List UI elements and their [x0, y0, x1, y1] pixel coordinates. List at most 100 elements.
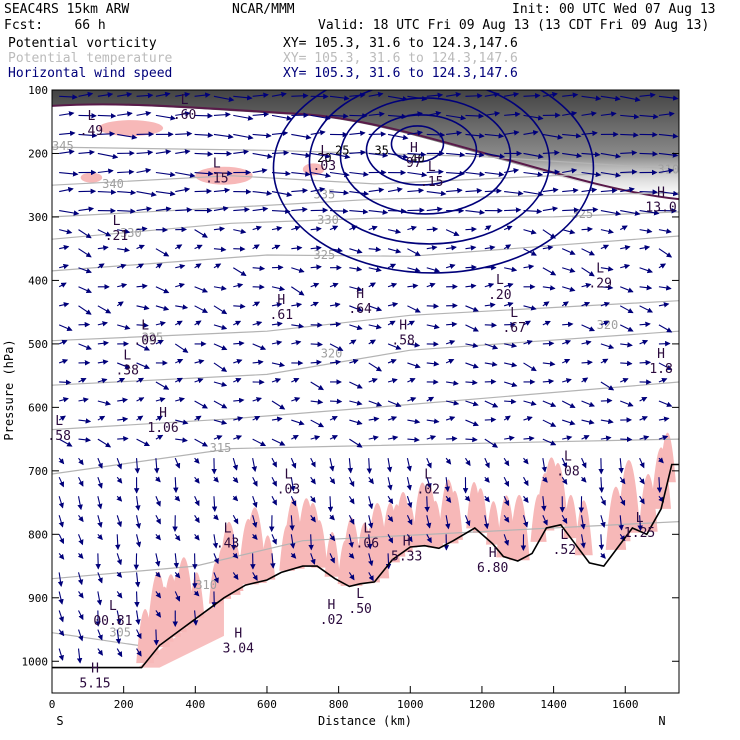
extremum-kind: L: [285, 468, 293, 483]
wind-vector: [503, 476, 510, 487]
wind-vector: [484, 343, 499, 350]
wind-vector: [78, 457, 84, 466]
theta-isentrope: [52, 146, 679, 170]
theta-isentrope: [52, 211, 679, 240]
forecast-hour: Fcst: 66 h: [4, 18, 106, 33]
wind-vector: [117, 111, 133, 117]
y-tick-label: 500: [28, 338, 48, 351]
wind-vector: [407, 130, 424, 136]
wind-vector: [620, 360, 633, 367]
wind-vector: [387, 343, 402, 350]
wind-vector: [155, 286, 170, 294]
wind-vector: [368, 378, 378, 384]
wind-vector: [291, 286, 305, 296]
wind-vector: [327, 496, 334, 513]
wind-vector: [368, 305, 383, 312]
wind-vector: [271, 416, 283, 422]
wind-vector: [465, 264, 477, 271]
wind-vector: [155, 321, 166, 327]
pv-spike: [638, 473, 658, 532]
wind-vector: [387, 228, 402, 235]
wind-vector: [117, 416, 129, 423]
wind-vector: [194, 263, 202, 269]
wind-vector: [175, 131, 193, 137]
wind-vector: [117, 133, 138, 140]
wind-vector: [387, 416, 398, 422]
wind-vector: [271, 285, 286, 292]
wind-vector: [213, 400, 228, 409]
wind-vector: [542, 340, 555, 347]
wind-vector: [233, 303, 246, 310]
wind-vector: [97, 340, 109, 346]
wind-vector: [233, 149, 250, 155]
theta-contour-label: 310: [658, 162, 680, 176]
wind-vector: [213, 435, 223, 441]
wind-vector: [349, 339, 357, 345]
wind-vector: [329, 476, 336, 485]
wind-vector: [194, 286, 209, 293]
wind-vector: [97, 152, 119, 160]
extremum-kind: H: [356, 287, 364, 302]
wind-vector: [523, 495, 529, 503]
wind-vector: [388, 208, 407, 214]
wind-vector: [310, 152, 331, 159]
wind-vector: [136, 304, 150, 311]
wind-vector: [639, 228, 653, 234]
wind-vector: [117, 208, 136, 214]
wind-vector: [561, 301, 569, 307]
wind-vector: [155, 91, 171, 98]
wind-vector: [175, 187, 191, 193]
wind-vector: [193, 457, 200, 464]
wind-vector: [213, 362, 228, 372]
wind-vector: [252, 132, 272, 139]
wind-vector: [368, 246, 382, 253]
wind-vector: [368, 476, 374, 485]
wind-vector: [117, 397, 129, 403]
wind-vector: [194, 188, 213, 194]
wind-vector: [581, 340, 592, 346]
wind-vector: [444, 515, 451, 530]
wind-vector: [600, 552, 606, 559]
wind-vector: [310, 264, 322, 270]
wind-vector: [426, 396, 435, 402]
wind-vector: [271, 534, 277, 545]
wind-vector: [310, 301, 319, 307]
wind-vector: [97, 168, 114, 174]
wind-vector: [116, 648, 123, 658]
wind-vector: [136, 167, 152, 174]
wind-vector: [116, 591, 123, 599]
wind-vector: [59, 244, 70, 251]
y-tick-label: 900: [28, 592, 48, 605]
wind-vector: [407, 320, 415, 326]
wind-vector: [233, 114, 254, 121]
wind-vector: [504, 398, 517, 405]
extremum-value: .60: [173, 108, 196, 123]
wind-vector: [329, 514, 335, 521]
wind-vector: [213, 111, 231, 118]
wind-vector: [271, 495, 277, 506]
wind-vector: [174, 457, 181, 469]
wind-vector: [406, 515, 413, 526]
wind-vector: [387, 378, 398, 384]
theta-contour-label: 345: [52, 139, 74, 153]
wind-vector: [426, 360, 440, 367]
wind-vector: [271, 438, 286, 446]
wind-vector: [232, 515, 239, 525]
wind-vector: [213, 133, 234, 140]
wind-vector: [155, 496, 161, 507]
wind-vector: [194, 113, 213, 119]
wind-vector: [329, 302, 341, 308]
wind-vector: [194, 415, 202, 421]
wind-vector: [194, 514, 200, 524]
wind-vector: [484, 476, 490, 483]
wind-vector: [310, 381, 324, 391]
wind-vector: [211, 496, 218, 513]
wind-vector: [175, 304, 189, 310]
wind-vector: [136, 110, 152, 117]
wind-vector: [426, 92, 444, 99]
wind-vector: [213, 246, 227, 253]
wind-vector: [349, 190, 370, 197]
wind-vector: [329, 416, 338, 422]
wind-vector: [658, 190, 679, 197]
wind-vector: [252, 190, 273, 196]
